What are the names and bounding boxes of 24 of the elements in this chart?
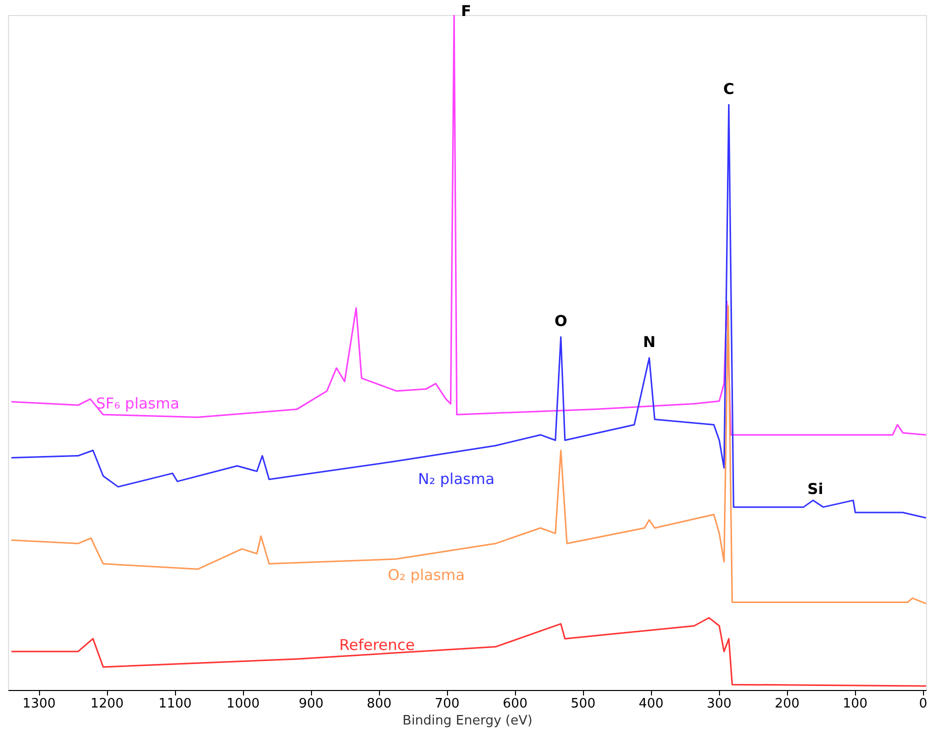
x-tick-label: 100 (842, 696, 868, 712)
series-label: O₂ plasma (388, 566, 465, 584)
x-tick-label: 1000 (226, 696, 260, 712)
x-tick-label: 900 (298, 696, 324, 712)
annotation: Si (807, 480, 824, 498)
x-tick-label: 200 (774, 696, 800, 712)
annotation: C (723, 80, 734, 98)
series-label: N₂ plasma (418, 470, 495, 488)
x-tick-label: 400 (638, 696, 664, 712)
annotation: N (642, 332, 656, 351)
x-tick-label: 800 (366, 696, 392, 712)
x-axis-title: Binding Energy (eV) (402, 714, 532, 728)
annotation: F (460, 2, 472, 20)
x-tick-label: 1100 (158, 696, 192, 712)
series-label: SF₆ plasma (96, 394, 180, 412)
x-tick-label: 1300 (22, 696, 56, 712)
x-tick-label: 600 (502, 696, 528, 712)
x-tick-label: 0 (918, 696, 928, 712)
annotation: O (554, 312, 568, 330)
x-tick-label: 1200 (90, 696, 124, 712)
x-tick-label: 500 (570, 696, 596, 712)
x-tick-label: 300 (706, 696, 732, 712)
series-label: Reference (339, 636, 415, 654)
x-tick-label: 700 (434, 696, 460, 712)
